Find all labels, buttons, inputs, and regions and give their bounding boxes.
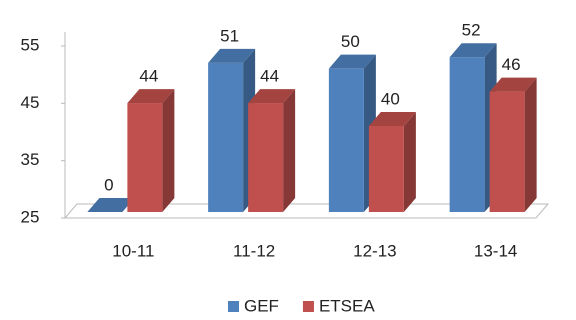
- bar-front: [489, 91, 525, 212]
- legend-swatch: [302, 301, 314, 312]
- bar-front: [368, 126, 404, 212]
- bar-front: [127, 103, 163, 212]
- bar: [328, 54, 376, 213]
- bar: [87, 198, 135, 212]
- value-label: 50: [341, 32, 360, 51]
- bar-side: [283, 89, 296, 212]
- value-label: 46: [502, 55, 521, 74]
- y-tick-label: 25: [21, 207, 40, 226]
- bar-top: [127, 89, 175, 104]
- legend-label: GEF: [244, 296, 279, 315]
- y-tick-label: 55: [21, 35, 40, 54]
- bar: [208, 48, 256, 212]
- x-tick-label: 13-14: [474, 241, 517, 260]
- bar-top: [248, 89, 296, 104]
- floor: [63, 203, 550, 219]
- bar-side: [524, 77, 537, 212]
- bar-top: [328, 54, 376, 69]
- bar-front: [328, 68, 364, 213]
- bar-top: [449, 43, 497, 58]
- bar-side: [162, 89, 175, 212]
- y-tick-label: 35: [21, 150, 40, 169]
- bar: [368, 112, 416, 212]
- x-tick-label: 12-13: [353, 241, 396, 260]
- bar: [248, 89, 296, 212]
- bar-front: [449, 57, 485, 213]
- value-label: 51: [220, 26, 239, 45]
- y-tick-label: 45: [21, 93, 40, 112]
- value-label: 0: [104, 175, 113, 194]
- value-label: 44: [260, 67, 279, 86]
- bar-top: [208, 48, 256, 63]
- bar: [489, 77, 537, 212]
- value-label: 52: [462, 21, 481, 40]
- bar-top: [489, 77, 537, 92]
- value-label: 40: [381, 89, 400, 108]
- legend-label: ETSEA: [319, 296, 375, 315]
- x-tick-label: 10-11: [112, 241, 154, 260]
- bar-front: [248, 103, 284, 212]
- bar-front: [208, 62, 244, 212]
- bar-top: [87, 198, 135, 212]
- value-label: 44: [139, 67, 158, 86]
- bar-top: [368, 112, 416, 126]
- bar: [449, 43, 497, 213]
- x-tick-label: 11-12: [233, 241, 275, 260]
- legend-swatch: [228, 301, 239, 312]
- bar-side: [403, 112, 416, 212]
- bar: [127, 89, 175, 212]
